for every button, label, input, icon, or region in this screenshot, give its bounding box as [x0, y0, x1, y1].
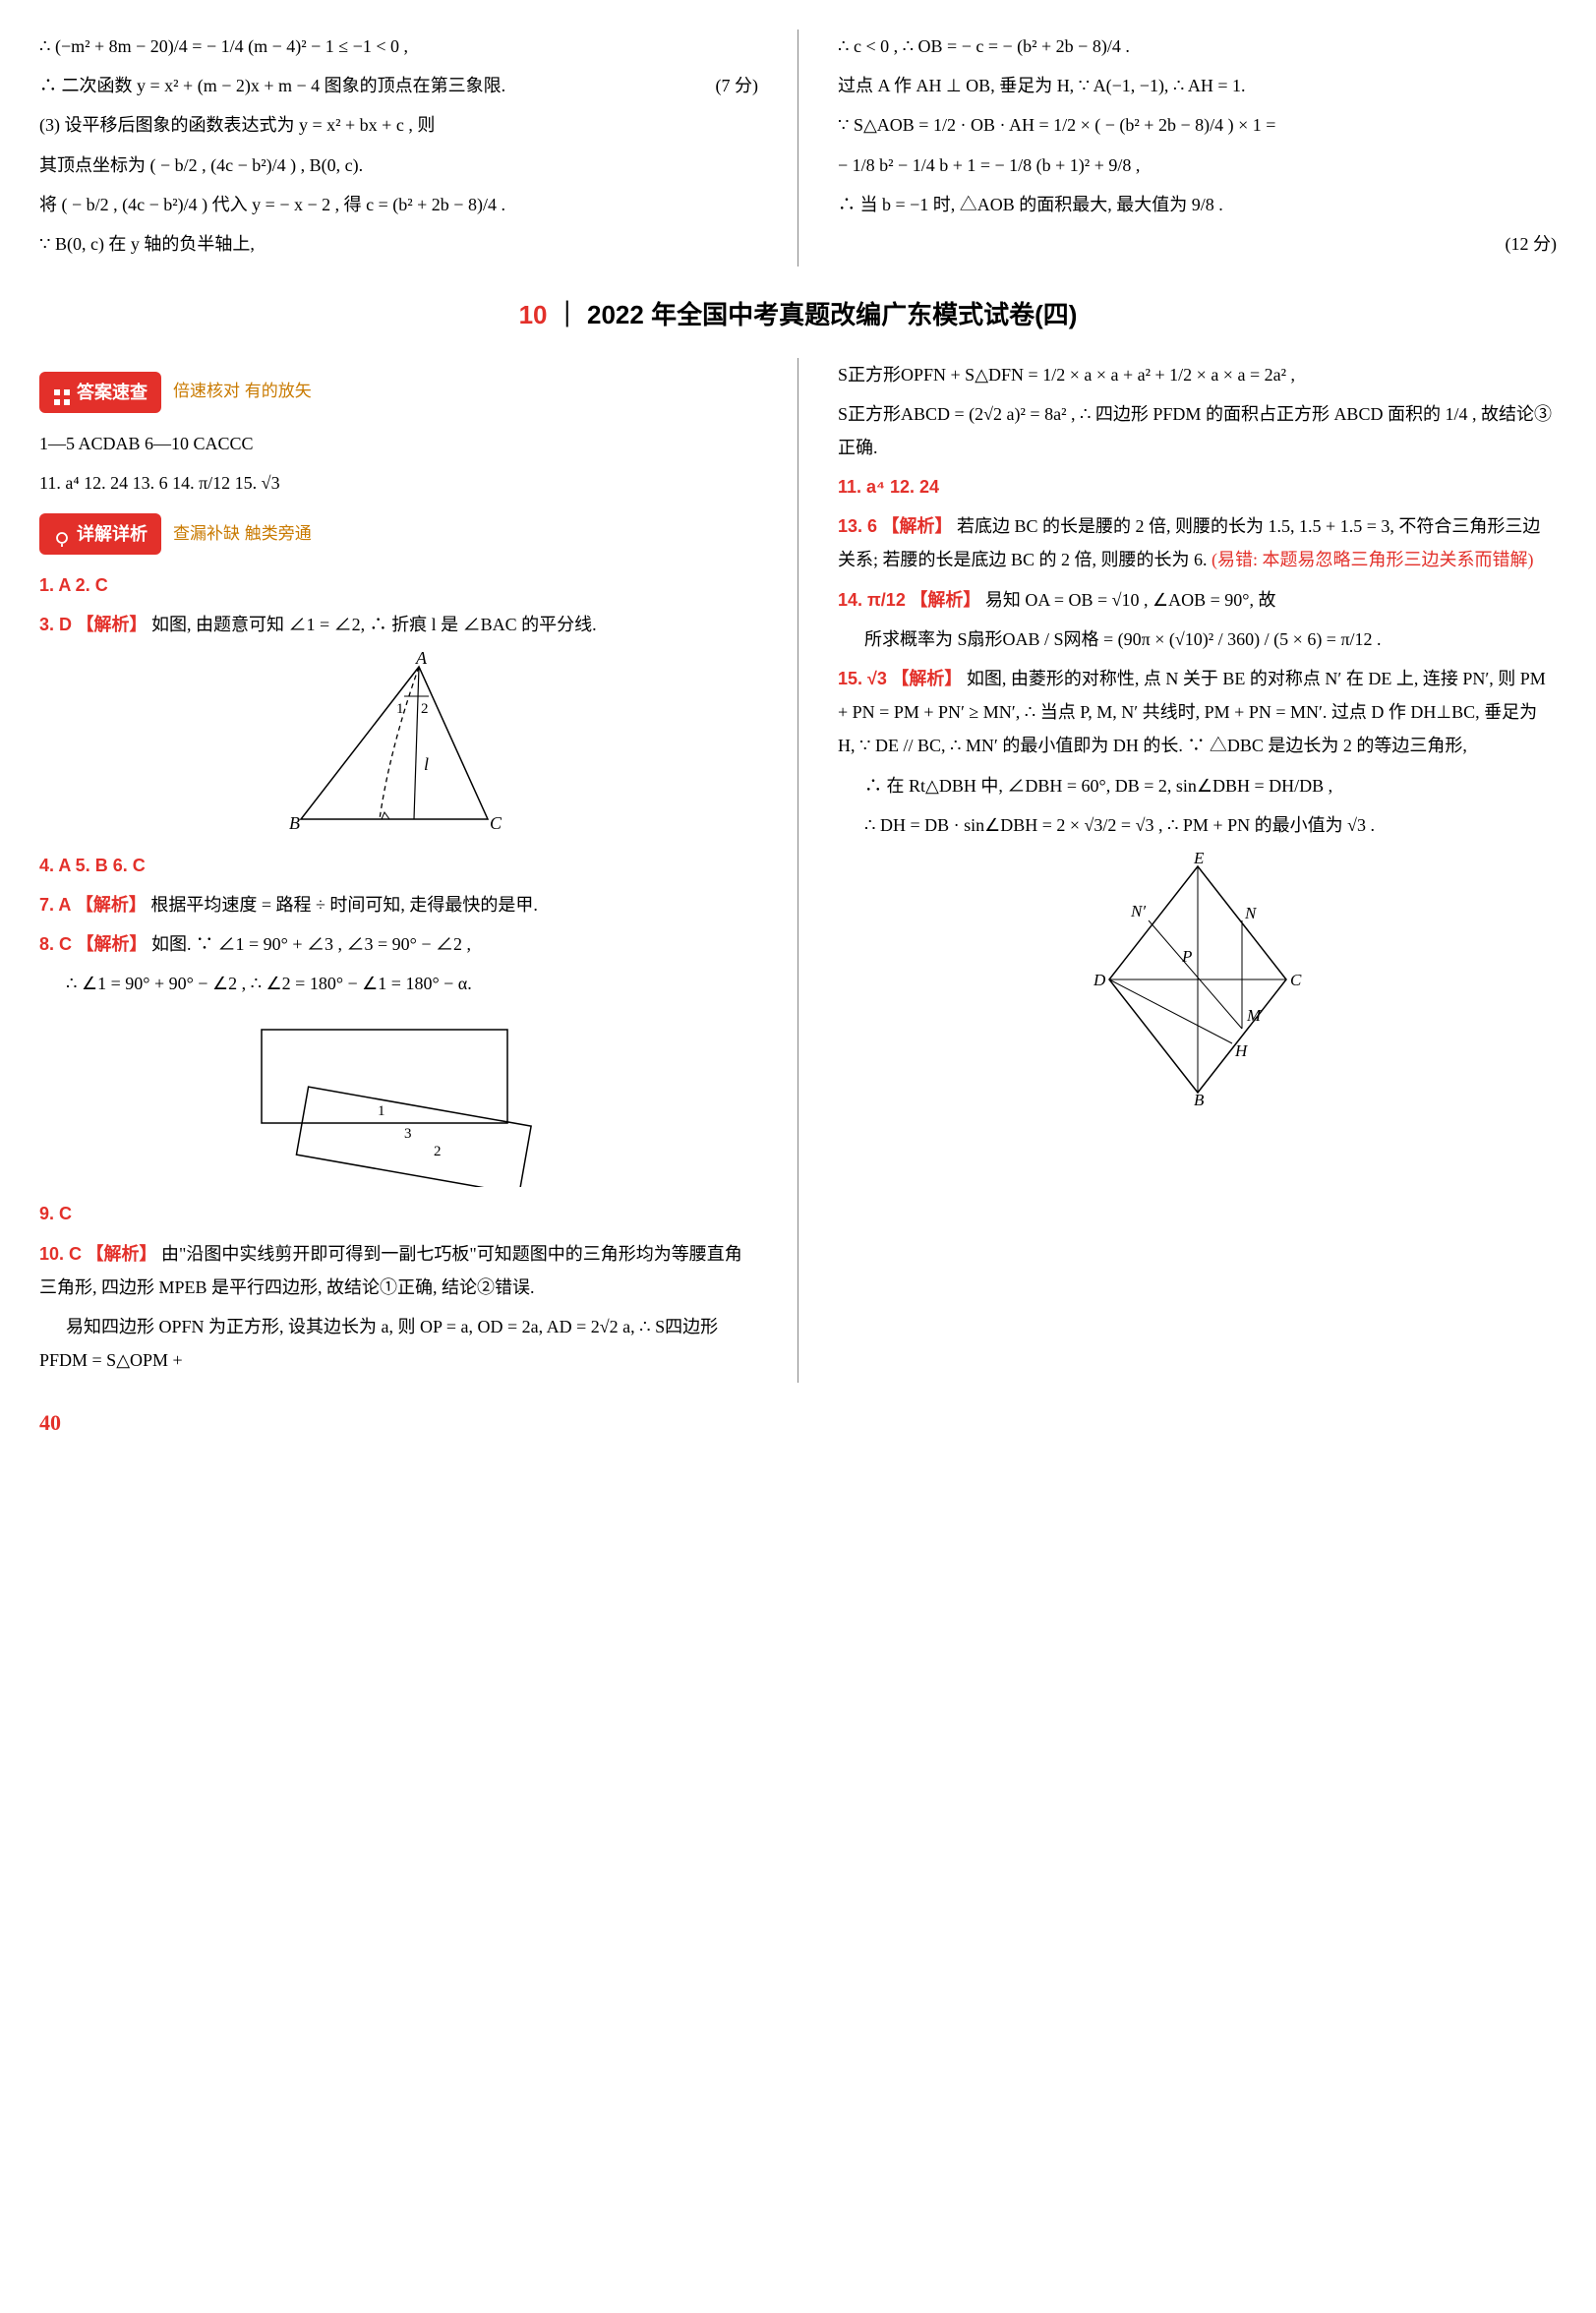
- q-number: 1. A 2. C: [39, 575, 108, 595]
- label-Np: N′: [1130, 902, 1146, 920]
- top-right-col: ∴ c < 0 , ∴ OB = − c = − (b² + 2b − 8)/4…: [838, 30, 1557, 267]
- q-number: 9. C: [39, 1204, 72, 1223]
- label-H: H: [1234, 1041, 1249, 1060]
- analysis-text: ∴ ∠1 = 90° + 90° − ∠2 , ∴ ∠2 = 180° − ∠1…: [39, 967, 758, 1000]
- analysis-text: 根据平均速度 = 路程 ÷ 时间可知, 走得最快的是甲.: [150, 895, 538, 915]
- math-line: − 1/8 b² − 1/4 b + 1 = − 1/8 (b + 1)² + …: [838, 148, 1557, 182]
- badge-label: 答案速查: [77, 376, 148, 409]
- label-1: 1: [396, 701, 404, 717]
- analysis-tag: 【解析】: [76, 895, 147, 915]
- label-A: A: [415, 652, 428, 668]
- analysis-tag: 【解析】: [891, 669, 962, 688]
- q-number: 13. 6: [838, 516, 877, 536]
- detail-badge: 详解详析: [39, 513, 161, 555]
- analysis-tag: 【解析】: [77, 934, 148, 954]
- answer-quick-badge: 答案速查: [39, 372, 161, 413]
- label-D: D: [1093, 971, 1106, 989]
- mc-answers: 1—5 ACDAB 6—10 CACCC: [39, 427, 758, 460]
- bulb-icon: [53, 525, 71, 543]
- error-note: (易错: 本题易忽略三角形三边关系而错解): [1212, 550, 1534, 569]
- rhombus-diagram: E N N′ P D C M H B: [1080, 852, 1316, 1107]
- q-number: 10. C: [39, 1244, 82, 1264]
- analysis-text: 如图. ∵ ∠1 = 90° + ∠3 , ∠3 = 90° − ∠2 ,: [151, 934, 471, 954]
- left-col: 答案速查 倍速核对 有的放矢 1—5 ACDAB 6—10 CACCC 11. …: [39, 358, 758, 1384]
- q-number: 11. a⁴ 12. 24: [838, 477, 939, 497]
- top-section: ∴ (−m² + 8m − 20)/4 = − 1/4 (m − 4)² − 1…: [39, 30, 1557, 267]
- analysis-text: S正方形OPFN + S△DFN = 1/2 × a × a + a² + 1/…: [838, 358, 1557, 391]
- section-number: 10: [519, 300, 548, 329]
- math-line: ∴ (−m² + 8m − 20)/4 = − 1/4 (m − 4)² − 1…: [39, 30, 758, 63]
- analysis-text: ∴ DH = DB · sin∠DBH = 2 × √3/2 = √3 , ∴ …: [838, 808, 1557, 842]
- right-col: S正方形OPFN + S△DFN = 1/2 × a × a + a² + 1/…: [838, 358, 1557, 1384]
- triangle-diagram: A B C 1 2 l: [271, 652, 527, 839]
- q-number: 7. A: [39, 895, 71, 915]
- analysis-text: 易知 OA = OB = √10 , ∠AOB = 90°, 故: [985, 590, 1276, 610]
- fill-answers: 11. a⁴ 12. 24 13. 6 14. π/12 15. √3: [39, 466, 758, 500]
- score: (7 分): [716, 69, 759, 102]
- badge-label: 详解详析: [77, 517, 148, 551]
- q-number: 14. π/12: [838, 590, 906, 610]
- label-N: N: [1244, 904, 1258, 922]
- label-E: E: [1193, 852, 1205, 867]
- analysis-tag: 【解析】: [77, 615, 148, 634]
- badge-sub: 查漏补缺 触类旁通: [173, 518, 312, 550]
- label-C: C: [490, 813, 502, 833]
- analysis-text: 所求概率为 S扇形OAB / S网格 = (90π × (√10)² / 360…: [838, 623, 1557, 656]
- math-line: (3) 设平移后图象的函数表达式为 y = x² + bx + c , 则: [39, 108, 758, 142]
- analysis-tag: 【解析】: [882, 516, 953, 536]
- answer-quick-badge-row: 答案速查 倍速核对 有的放矢: [39, 372, 758, 413]
- grid-icon: [53, 384, 71, 401]
- analysis-text: ∴ 在 Rt△DBH 中, ∠DBH = 60°, DB = 2, sin∠DB…: [838, 769, 1557, 802]
- math-line: 将 ( − b/2 , (4c − b²)/4 ) 代入 y = − x − 2…: [39, 188, 758, 221]
- top-left-col: ∴ (−m² + 8m − 20)/4 = − 1/4 (m − 4)² − 1…: [39, 30, 758, 267]
- label-B: B: [1194, 1091, 1205, 1107]
- label-2: 2: [421, 701, 429, 717]
- main-section: 答案速查 倍速核对 有的放矢 1—5 ACDAB 6—10 CACCC 11. …: [39, 358, 1557, 1384]
- label-B: B: [289, 813, 300, 833]
- math-line: ∴ 二次函数 y = x² + (m − 2)x + m − 4 图象的顶点在第…: [39, 69, 758, 102]
- math-line: ∵ B(0, c) 在 y 轴的负半轴上,: [39, 227, 758, 261]
- badge-sub: 倍速核对 有的放矢: [173, 376, 312, 407]
- detail-badge-row: 详解详析 查漏补缺 触类旁通: [39, 513, 758, 555]
- math-line: 过点 A 作 AH ⊥ OB, 垂足为 H, ∵ A(−1, −1), ∴ AH…: [838, 69, 1557, 102]
- q-number: 3. D: [39, 615, 72, 634]
- analysis-text: S正方形ABCD = (2√2 a)² = 8a² , ∴ 四边形 PFDM 的…: [838, 397, 1557, 464]
- analysis-tag: 【解析】: [910, 590, 980, 610]
- label-l: l: [424, 754, 429, 774]
- section-title-text: 2022 年全国中考真题改编广东模式试卷(四): [587, 300, 1077, 329]
- text: ∴ 二次函数 y = x² + (m − 2)x + m − 4 图象的顶点在第…: [39, 76, 505, 95]
- math-line: ∵ S△AOB = 1/2 · OB · AH = 1/2 × ( − (b² …: [838, 108, 1557, 142]
- label-2: 2: [434, 1144, 442, 1159]
- label-3: 3: [404, 1126, 412, 1142]
- analysis-text: 易知四边形 OPFN 为正方形, 设其边长为 a, 则 OP = a, OD =…: [39, 1310, 758, 1377]
- score: (12 分): [838, 227, 1557, 261]
- label-P: P: [1181, 947, 1192, 966]
- q-number: 4. A 5. B 6. C: [39, 856, 146, 875]
- section-title: 10 ｜ 2022 年全国中考真题改编广东模式试卷(四): [39, 291, 1557, 339]
- label-C: C: [1290, 971, 1302, 989]
- q-number: 8. C: [39, 934, 72, 954]
- math-line: ∴ 当 b = −1 时, △AOB 的面积最大, 最大值为 9/8 .: [838, 188, 1557, 221]
- label-M: M: [1246, 1006, 1262, 1025]
- analysis-text: 如图, 由题意可知 ∠1 = ∠2, ∴ 折痕 l 是 ∠BAC 的平分线.: [151, 615, 597, 634]
- math-line: ∴ c < 0 , ∴ OB = − c = − (b² + 2b − 8)/4…: [838, 30, 1557, 63]
- analysis-tag: 【解析】: [87, 1244, 157, 1264]
- math-line: 其顶点坐标为 ( − b/2 , (4c − b²)/4 ) , B(0, c)…: [39, 148, 758, 182]
- page-number: 40: [39, 1402, 1557, 1444]
- q-number: 15. √3: [838, 669, 887, 688]
- rectangles-diagram: 1 3 2: [242, 1010, 557, 1187]
- label-1: 1: [378, 1103, 385, 1119]
